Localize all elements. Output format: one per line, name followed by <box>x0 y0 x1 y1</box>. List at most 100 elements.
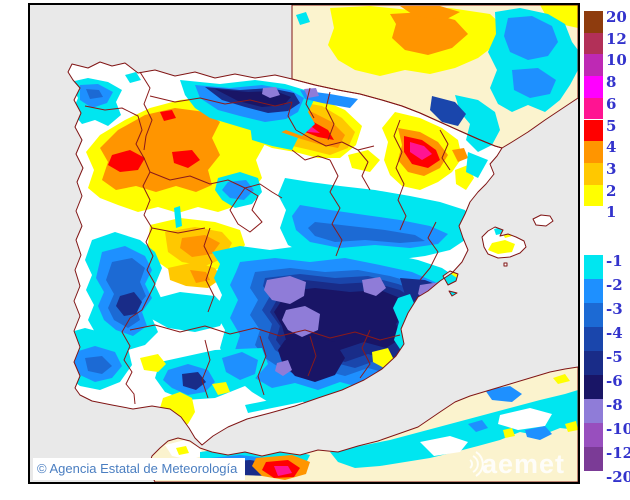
scale-label: -8 <box>606 396 623 414</box>
anomaly-region <box>488 240 515 254</box>
province-border <box>287 101 297 131</box>
anomaly-region <box>330 390 578 468</box>
scale-label: 2 <box>606 181 617 200</box>
anomaly-region <box>468 420 488 432</box>
anomaly-region <box>565 421 578 432</box>
scale-label: 10 <box>606 51 627 70</box>
coastline-ibiza <box>442 270 459 286</box>
anomaly-region <box>485 386 522 402</box>
anomaly-region <box>172 150 200 168</box>
province-border <box>393 119 407 231</box>
scale-cell <box>584 76 603 98</box>
scale-label: 8 <box>606 73 617 92</box>
province-border <box>305 87 315 119</box>
anomaly-region <box>245 392 310 413</box>
province-border <box>329 159 343 257</box>
anomaly-region <box>150 292 228 332</box>
province-border <box>151 227 206 234</box>
province-border <box>291 149 331 161</box>
scale-label: 6 <box>606 94 617 113</box>
scale-cell <box>584 351 603 375</box>
anomaly-region <box>176 446 189 455</box>
anomaly-region <box>222 352 258 380</box>
anomaly-region <box>420 436 468 456</box>
anomaly-region <box>264 276 306 304</box>
anomaly-region <box>250 125 298 150</box>
anomaly-region <box>320 458 578 482</box>
aemet-logo-arc <box>472 455 479 473</box>
province-border <box>295 129 375 151</box>
landmass-africa <box>148 367 578 482</box>
scale-cell <box>584 119 603 142</box>
scale-label: 20 <box>606 8 627 26</box>
scale-label: -4 <box>606 324 623 342</box>
anomaly-region <box>452 148 468 162</box>
anomaly-region <box>212 382 230 395</box>
anomaly-region <box>116 292 142 316</box>
province-border <box>84 105 156 405</box>
scale-cell <box>584 141 603 163</box>
scale-cell <box>584 447 603 471</box>
anomaly-region <box>182 372 206 390</box>
scale-label: 1 <box>606 203 617 222</box>
anomaly-region <box>275 360 292 376</box>
province-border <box>439 129 451 171</box>
anomaly-region <box>100 108 220 192</box>
scale-label: 3 <box>606 159 617 178</box>
anomaly-map: aemet <box>30 5 578 482</box>
aemet-logo-arc <box>475 451 484 477</box>
anomaly-region <box>466 152 488 178</box>
aemet-watermark: aemet <box>482 449 565 479</box>
anomaly-region <box>222 180 254 200</box>
scale-cell <box>584 32 603 55</box>
province-border <box>325 91 335 141</box>
anomaly-region <box>348 150 380 172</box>
province-border <box>139 71 153 151</box>
sea-mask <box>30 5 578 482</box>
anomaly-region <box>160 110 176 121</box>
anomaly-region <box>180 235 220 257</box>
scale-cell <box>584 184 603 207</box>
anomaly-region <box>400 6 460 20</box>
scale-label: -10 <box>606 420 630 438</box>
province-border <box>359 329 371 379</box>
anomaly-region <box>108 150 145 172</box>
coastline-formentera <box>448 290 458 297</box>
scale-cell <box>584 11 603 33</box>
anomaly-region <box>553 374 570 384</box>
anomaly-region <box>455 95 500 152</box>
scale-label: -6 <box>606 372 623 390</box>
province-border <box>149 95 293 107</box>
anomaly-region <box>498 408 552 430</box>
attribution-label: © Agencia Estatal de Meteorología <box>33 458 246 480</box>
province-border <box>149 171 283 199</box>
scale-cell <box>584 375 603 399</box>
scale-cell <box>584 54 603 77</box>
anomaly-region <box>190 270 210 283</box>
scale-label: -1 <box>606 252 623 270</box>
anomaly-region <box>410 142 432 160</box>
anomaly-region <box>430 96 466 126</box>
anomaly-region <box>282 306 320 337</box>
anomaly-region <box>504 16 558 60</box>
anomaly-region <box>86 89 103 99</box>
scale-cell <box>584 303 603 327</box>
province-border <box>357 149 371 191</box>
anomaly-region <box>525 426 552 440</box>
scale-label: -20 <box>606 468 630 486</box>
province-border <box>419 221 439 281</box>
scale-label: 4 <box>606 138 617 157</box>
scale-label: 5 <box>606 116 617 135</box>
anomaly-region <box>308 222 425 243</box>
coastline-menorca <box>532 214 554 227</box>
anomaly-region <box>140 354 166 372</box>
province-border <box>307 335 317 377</box>
anomaly-region <box>174 206 182 228</box>
anomaly-region <box>274 466 292 476</box>
anomaly-region <box>125 72 141 83</box>
anomaly-region <box>390 12 468 55</box>
anomaly-region <box>503 428 515 438</box>
coastline-mallorca <box>481 226 527 259</box>
scale-label: -12 <box>606 444 630 462</box>
